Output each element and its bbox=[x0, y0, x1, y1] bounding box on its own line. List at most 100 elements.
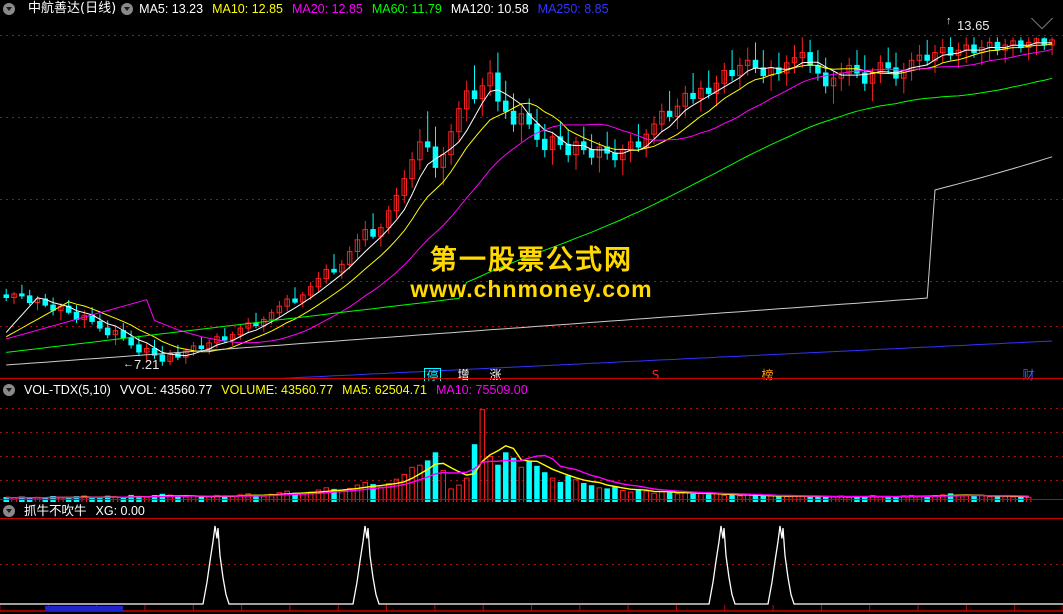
candle-115 bbox=[901, 62, 907, 94]
candle-121 bbox=[947, 37, 954, 61]
candle-110 bbox=[862, 55, 868, 91]
candle-50 bbox=[393, 187, 400, 219]
candle-45 bbox=[354, 233, 361, 259]
candle-36 bbox=[284, 294, 290, 312]
candle-133 bbox=[1041, 37, 1047, 51]
chevron-down-circle-icon-xg[interactable] bbox=[3, 505, 15, 517]
candle-21 bbox=[167, 350, 173, 366]
readout-field-3: MA60: 11.79 bbox=[371, 2, 442, 16]
chevron-down-circle-icon-2[interactable] bbox=[121, 3, 134, 15]
candle-38 bbox=[300, 291, 306, 308]
volume-bar-55 bbox=[432, 452, 439, 505]
candle-94 bbox=[737, 57, 743, 89]
candle-65 bbox=[510, 93, 517, 132]
main-price-panel[interactable] bbox=[0, 18, 1063, 378]
candle-2 bbox=[19, 284, 25, 299]
grid-line-2 bbox=[0, 199, 1063, 200]
candle-31 bbox=[245, 317, 251, 333]
volume-indicator-title[interactable]: VOL-TDX(5,10) bbox=[24, 383, 111, 397]
readout-field-2: MA20: 12.85 bbox=[291, 2, 363, 16]
candle-62 bbox=[487, 60, 493, 96]
volume-bar-59 bbox=[464, 477, 470, 505]
xg-indicator-chart bbox=[0, 525, 1063, 612]
candle-19 bbox=[151, 339, 158, 359]
candle-17 bbox=[136, 335, 142, 357]
readout-field-1: VOLUME: 43560.77 bbox=[221, 383, 334, 397]
volume-header: VOL-TDX(5,10) VVOL: 43560.77 VOLUME: 4356… bbox=[0, 381, 1063, 399]
page-title: 中航善达(日线) bbox=[28, 1, 117, 16]
divider-xg-top bbox=[0, 518, 1063, 519]
candle-58 bbox=[456, 101, 462, 142]
candle-63 bbox=[495, 52, 501, 112]
candle-55 bbox=[432, 126, 439, 178]
readout-field-0: XG: 0.00 bbox=[95, 504, 145, 518]
candle-41 bbox=[323, 264, 329, 284]
candle-18 bbox=[144, 342, 150, 363]
candle-33 bbox=[261, 316, 267, 332]
candle-44 bbox=[346, 246, 353, 270]
xg-signal-line bbox=[0, 525, 1063, 605]
price-label-0: 13.65 bbox=[957, 18, 990, 33]
volume-ma-10 bbox=[6, 454, 1029, 499]
candle-43 bbox=[339, 260, 345, 279]
divider-volume-xg bbox=[0, 499, 1063, 500]
candle-68 bbox=[534, 108, 540, 147]
xg-indicator-title[interactable]: 抓牛不吹牛 bbox=[24, 503, 87, 518]
xg-panel[interactable] bbox=[0, 520, 1063, 614]
candle-103 bbox=[807, 39, 813, 73]
candle-80 bbox=[627, 134, 634, 163]
candle-29 bbox=[229, 331, 236, 346]
candle-1 bbox=[11, 291, 17, 305]
volume-bar-46 bbox=[362, 481, 368, 505]
price-marker-left-arrow-1: ← bbox=[123, 358, 134, 370]
candle-124 bbox=[971, 37, 977, 58]
candle-72 bbox=[565, 129, 571, 163]
candle-46 bbox=[362, 221, 368, 247]
volume-chart bbox=[3, 409, 1032, 505]
candle-88 bbox=[690, 73, 696, 104]
candle-109 bbox=[854, 50, 860, 79]
candle-127 bbox=[994, 37, 1001, 56]
xg-header: 抓牛不吹牛 XG: 0.00 bbox=[0, 502, 1063, 520]
readout-field-5: MA250: 8.85 bbox=[537, 2, 609, 16]
ma-line-60 bbox=[6, 77, 1053, 353]
candle-86 bbox=[674, 98, 681, 130]
horizontal-scrollbar-thumb[interactable] bbox=[45, 606, 123, 611]
candle-84 bbox=[659, 103, 665, 132]
volume-ma-5 bbox=[6, 445, 1029, 499]
candle-47 bbox=[370, 213, 376, 239]
candle-101 bbox=[791, 45, 798, 73]
candle-106 bbox=[830, 70, 837, 104]
candle-57 bbox=[448, 124, 454, 165]
candle-16 bbox=[128, 330, 134, 349]
candle-35 bbox=[276, 301, 283, 318]
candle-93 bbox=[729, 50, 735, 81]
volume-bar-71 bbox=[557, 481, 564, 505]
candle-20 bbox=[159, 345, 166, 366]
volume-grid-line-1 bbox=[0, 432, 1063, 433]
ma-readout-group: MA5: 13.23 MA10: 12.85 MA20: 12.85 MA60: 11… bbox=[139, 0, 617, 18]
candle-82 bbox=[643, 129, 649, 158]
ma-line-20 bbox=[6, 48, 1053, 344]
volume-bar-54 bbox=[424, 460, 431, 505]
candle-70 bbox=[549, 131, 556, 165]
candle-116 bbox=[908, 52, 915, 81]
candle-87 bbox=[682, 85, 688, 117]
candle-131 bbox=[1025, 37, 1032, 61]
chevron-down-circle-icon-vol[interactable] bbox=[3, 384, 15, 396]
volume-readout-group: VVOL: 43560.77 VOLUME: 43560.77 MA5: 62504… bbox=[120, 381, 537, 399]
candle-92 bbox=[721, 62, 727, 94]
candle-37 bbox=[292, 287, 298, 305]
candle-39 bbox=[307, 282, 314, 300]
candle-73 bbox=[573, 136, 579, 170]
readout-field-4: MA120: 10.58 bbox=[450, 2, 529, 16]
candle-118 bbox=[924, 39, 930, 66]
candle-53 bbox=[417, 129, 423, 170]
ma-line-120 bbox=[6, 156, 1053, 366]
candle-60 bbox=[471, 65, 478, 104]
candle-51 bbox=[401, 169, 407, 204]
chevron-down-circle-icon[interactable] bbox=[3, 3, 15, 15]
candle-9 bbox=[73, 305, 80, 323]
volume-bar-70 bbox=[549, 477, 556, 505]
candle-126 bbox=[986, 37, 993, 61]
